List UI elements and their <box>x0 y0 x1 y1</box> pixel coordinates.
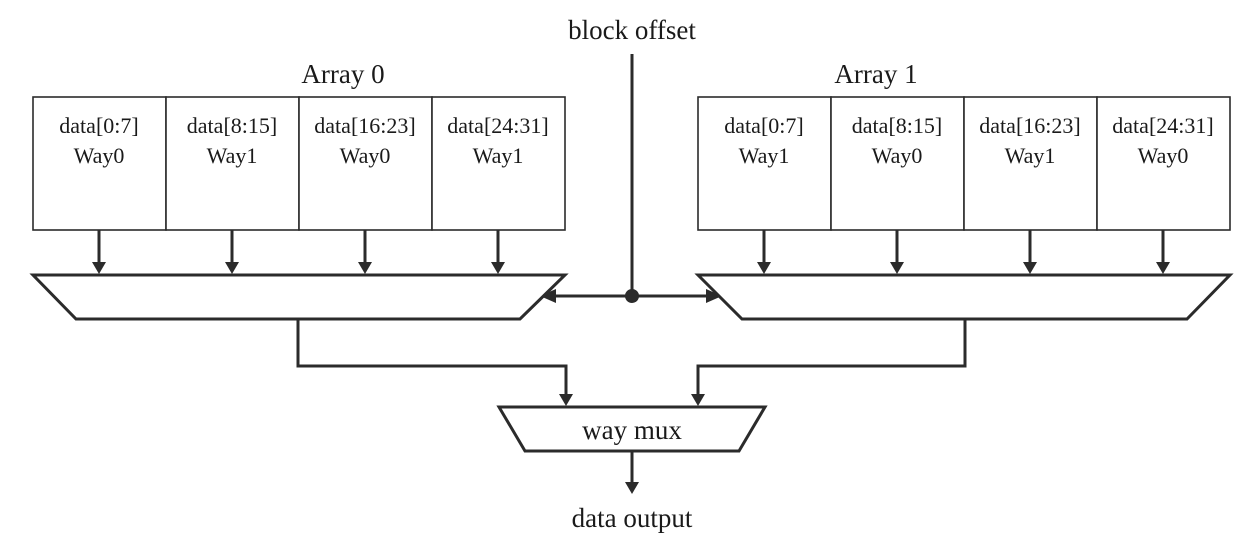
array-1-cell-2-range: data[16:23] <box>979 113 1080 138</box>
array-0-cell-1 <box>165 96 300 231</box>
array-1-cell-0 <box>697 96 832 231</box>
array-1-cell-3 <box>1096 96 1231 231</box>
data-output-label: data output <box>572 503 693 533</box>
array-0-to-way-mux-line <box>296 319 568 397</box>
array-0: Array 0 data[0:7] Way0 data[8:15] Way1 d… <box>29 59 569 321</box>
array-0-cell-1-range: data[8:15] <box>187 113 277 138</box>
array-1-cell-2-arrowhead <box>1023 262 1037 274</box>
array-0-to-way-mux-arrowhead <box>559 394 573 406</box>
array-1-cell-3-way: Way0 <box>1138 143 1189 168</box>
select-arrow-array-1 <box>706 289 722 303</box>
array-0-mux <box>29 273 569 321</box>
array-1-cell-2-way: Way1 <box>1005 143 1056 168</box>
array-0-cell-3-range: data[24:31] <box>447 113 548 138</box>
array-0-title: Array 0 <box>301 59 384 89</box>
select-arrow-array-0 <box>540 289 556 303</box>
array-1-cell-0-way: Way1 <box>739 143 790 168</box>
array-1-cell-3-arrowhead <box>1156 262 1170 274</box>
array-1-cell-0-range: data[0:7] <box>724 113 803 138</box>
array-0-cell-0-range: data[0:7] <box>59 113 138 138</box>
array-0-cell-0-arrowhead <box>92 262 106 274</box>
array-1-cell-0-arrowhead <box>757 262 771 274</box>
way-mux <box>496 405 768 453</box>
array-1-cell-1-arrowhead <box>890 262 904 274</box>
array-0-cell-0-way: Way0 <box>74 143 125 168</box>
array-0-cell-3-arrowhead <box>491 262 505 274</box>
array-1-title: Array 1 <box>834 59 917 89</box>
data-output-arrowhead <box>625 482 639 494</box>
array-1: Array 1 data[0:7] Way1 data[8:15] Way0 d… <box>694 59 1234 321</box>
array-0-cell-1-way: Way1 <box>207 143 258 168</box>
array-1-cell-1-way: Way0 <box>872 143 923 168</box>
block-offset-label: block offset <box>568 15 696 45</box>
array-1-mux <box>694 273 1234 321</box>
array-1-to-way-mux-line <box>696 319 967 397</box>
array-0-cell-3-way: Way1 <box>473 143 524 168</box>
way-mux-label: way mux <box>582 415 682 445</box>
array-0-cell-2-range: data[16:23] <box>314 113 415 138</box>
array-1-cell-3-range: data[24:31] <box>1112 113 1213 138</box>
array-0-cell-3 <box>431 96 566 231</box>
array-0-cell-1-arrowhead <box>225 262 239 274</box>
array-0-cell-2-way: Way0 <box>340 143 391 168</box>
array-0-cell-2 <box>298 96 433 231</box>
array-0-cell-2-arrowhead <box>358 262 372 274</box>
array-1-to-way-mux-arrowhead <box>691 394 705 406</box>
array-1-cell-1-range: data[8:15] <box>852 113 942 138</box>
